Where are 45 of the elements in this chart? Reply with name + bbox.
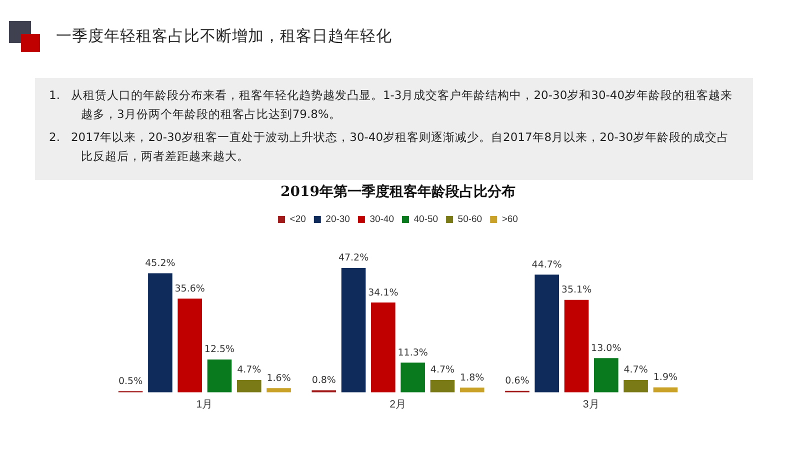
legend-label: 40-50: [414, 214, 438, 226]
bar: [371, 302, 396, 392]
data-label: 35.6%: [174, 283, 205, 294]
chart-title: 一季度年轻租客占比不断增加，租客日趋年轻化: [56, 26, 392, 47]
bar: [564, 300, 589, 392]
x-tick-label: 1月: [196, 398, 214, 411]
data-label: 13.0%: [591, 342, 622, 354]
bar: [266, 388, 291, 392]
x-tick-label: 3月: [582, 398, 600, 411]
data-label: 0.6%: [505, 376, 530, 387]
bar: [207, 359, 232, 392]
data-label: 34.1%: [368, 287, 398, 298]
bar: [178, 298, 202, 392]
data-label: 4.7%: [237, 364, 262, 376]
bar: [341, 268, 366, 392]
legend-label: <20: [290, 214, 306, 226]
bar: [236, 380, 262, 392]
data-label: 35.1%: [561, 284, 592, 296]
data-label: 4.7%: [430, 364, 455, 376]
data-label: 12.5%: [204, 344, 235, 356]
legend-label: 50-60: [458, 214, 482, 226]
chart-subtitle: 2019年第一季度租客年龄段占比分布: [280, 183, 516, 200]
data-label: 1.9%: [653, 372, 678, 384]
data-label: 45.2%: [145, 258, 176, 270]
bar: [400, 362, 425, 392]
bar: [430, 380, 455, 392]
bar: [148, 273, 172, 392]
text: 1. 从租赁人口的年龄段分布来看，租客年轻化趋势越发凸显。1-3月成交客户年龄结构中，20-30岁和30-40岁年龄段的租客越来越多，3月份两个年龄段的租客占比达到79.8%。: [49, 87, 734, 123]
legend-label: >60: [502, 214, 518, 226]
legend-label: 20-30: [326, 214, 350, 226]
data-label: 11.3%: [398, 347, 428, 358]
data-label: 4.7%: [624, 364, 648, 376]
bar: [594, 358, 618, 392]
data-label: 44.7%: [532, 259, 562, 270]
bar: [624, 380, 648, 392]
x-tick-label: 2月: [390, 398, 406, 411]
data-label: 47.2%: [338, 252, 369, 264]
data-label: 1.6%: [266, 372, 291, 384]
text: 2. 2017年以来，20-30岁租客一直处于波动上升状态，30-40岁租客则逐渐减少。自2017年8月以来，20-30岁年龄段的成交占比反超后，两者差距越来越大。: [49, 129, 730, 165]
bar: [460, 388, 484, 392]
legend-label: 30-40: [370, 214, 394, 226]
bar: [534, 274, 560, 392]
data-label: 1.8%: [460, 372, 484, 384]
data-label: 0.5%: [118, 376, 143, 387]
data-label: 0.8%: [312, 375, 336, 386]
